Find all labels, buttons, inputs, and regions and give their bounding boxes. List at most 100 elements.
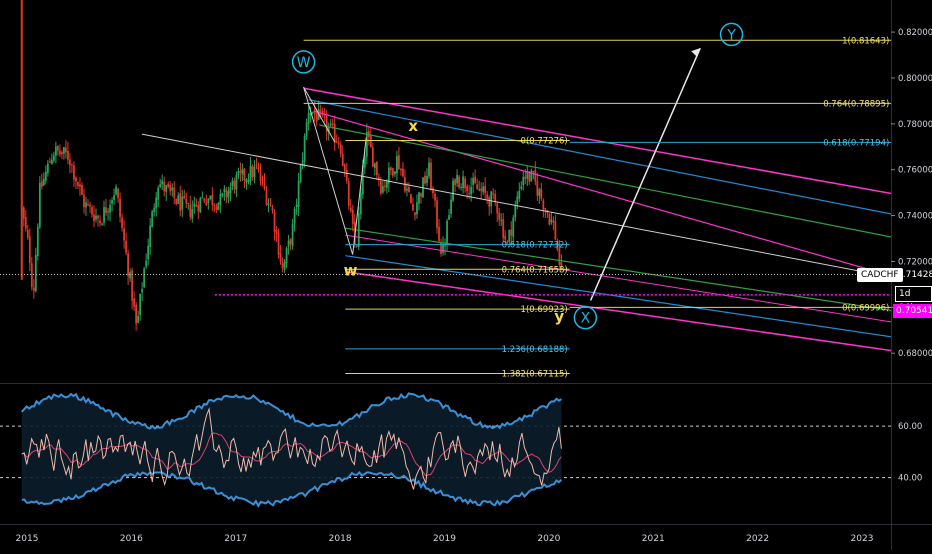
candle-body (241, 169, 244, 175)
candle-body (301, 160, 304, 167)
candle-body (177, 195, 180, 204)
channel-magenta-mid (313, 110, 891, 277)
candle-body (199, 198, 202, 213)
candle-body (389, 167, 392, 171)
candle-body (536, 181, 539, 196)
candle-body (331, 123, 334, 125)
wave-label: w (344, 262, 358, 280)
candle-body (391, 168, 394, 176)
candle-body (416, 202, 418, 215)
candle-body (506, 241, 509, 243)
fib-level-label: 0.618(0.77194) (823, 138, 889, 148)
trendline-white (141, 133, 891, 278)
price-tick-label: 0.76000 (898, 166, 932, 176)
candle-body (347, 181, 350, 206)
candle-body (255, 164, 258, 167)
candle-body (496, 203, 499, 214)
candle-body (159, 184, 162, 188)
candle-body (464, 178, 467, 188)
candle-body (299, 165, 302, 182)
candle-body (283, 261, 286, 271)
candle-body (149, 225, 152, 248)
candle-body (311, 111, 314, 113)
wave-line (303, 86, 336, 143)
candle-body (510, 229, 513, 236)
candle-body (285, 248, 288, 264)
candle-body (40, 181, 43, 187)
candle-body (93, 214, 95, 221)
candle-body (534, 169, 537, 182)
wave-label: Y (726, 27, 736, 43)
candle-body (253, 166, 256, 178)
candle-body (48, 161, 51, 163)
time-tick-label: 2018 (329, 534, 352, 544)
candle-body (257, 167, 260, 171)
candle-body (500, 219, 503, 221)
candle-body (323, 114, 326, 116)
wave-line (352, 137, 367, 255)
candle-body (125, 240, 127, 253)
candle-body (119, 198, 121, 217)
candle-body (307, 113, 310, 124)
candle-body (211, 194, 214, 206)
indicator-pane (0, 392, 891, 508)
wave-circle (719, 22, 744, 47)
candle-body (95, 215, 97, 220)
candle-body (492, 193, 495, 195)
candle-body (398, 155, 400, 169)
candle-body (227, 191, 230, 198)
candle-body (361, 165, 364, 195)
candle-body (85, 202, 87, 208)
candle-body (239, 170, 242, 173)
candle-body (365, 131, 368, 157)
time-axis: 2015 2016 2017 2018 2019 2020 2021 2022 2023 (16, 534, 874, 544)
candle-body (478, 189, 481, 191)
candle-body (209, 195, 212, 200)
candle-body (89, 204, 91, 207)
candle-body (141, 288, 144, 293)
candle-body (167, 183, 170, 187)
candle-body (103, 207, 105, 223)
candle-body (155, 197, 158, 209)
candle-body (490, 191, 493, 207)
candle-body (163, 182, 166, 192)
candle-body (468, 193, 471, 195)
candle-body (289, 239, 292, 245)
candle-body (221, 193, 224, 196)
candle-body (111, 200, 113, 204)
candle-body (87, 204, 89, 206)
candle-body (117, 188, 119, 199)
wave-label: W (297, 55, 311, 71)
candle-body (544, 208, 547, 210)
candle-body (287, 240, 290, 247)
candle-body (81, 184, 83, 195)
band-upper (21, 392, 562, 430)
fib-level-label: 0(0.69996) (842, 303, 889, 313)
channel-blue-upper (308, 99, 891, 215)
candle-body (349, 207, 352, 211)
candle-body (91, 207, 93, 215)
candle-body (251, 166, 254, 178)
candle-body (273, 212, 276, 232)
candle-body (504, 236, 507, 240)
wave-label: x (408, 117, 418, 135)
candle-body (387, 167, 390, 184)
candle-body (34, 255, 37, 292)
candle-body (133, 298, 136, 307)
candle-body (303, 135, 306, 162)
candle-body (269, 205, 272, 207)
candle-body (233, 180, 236, 190)
candle-body (38, 183, 41, 228)
time-tick-label: 2023 (851, 534, 874, 544)
candle-body (444, 245, 446, 247)
candle-body (494, 193, 497, 202)
candle-body (97, 215, 99, 219)
candle-body (367, 130, 370, 138)
symbol-label: CADCHF (861, 270, 899, 280)
candle-body (127, 253, 130, 277)
candle-body (325, 116, 328, 132)
candle-body (281, 263, 284, 268)
candle-body (291, 224, 294, 246)
